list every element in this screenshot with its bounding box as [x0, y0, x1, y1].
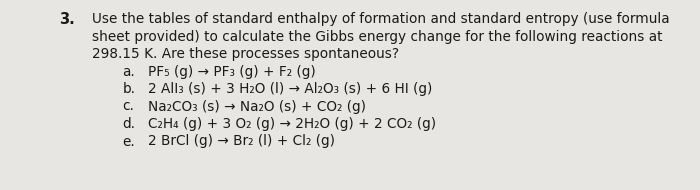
Text: Na₂CO₃ (s) → Na₂O (s) + CO₂ (g): Na₂CO₃ (s) → Na₂O (s) + CO₂ (g) — [148, 100, 366, 113]
Text: 2 AlI₃ (s) + 3 H₂O (l) → Al₂O₃ (s) + 6 HI (g): 2 AlI₃ (s) + 3 H₂O (l) → Al₂O₃ (s) + 6 H… — [148, 82, 433, 96]
Text: sheet provided) to calculate the Gibbs energy change for the following reactions: sheet provided) to calculate the Gibbs e… — [92, 29, 663, 44]
Text: d.: d. — [122, 117, 136, 131]
Text: C₂H₄ (g) + 3 O₂ (g) → 2H₂O (g) + 2 CO₂ (g): C₂H₄ (g) + 3 O₂ (g) → 2H₂O (g) + 2 CO₂ (… — [148, 117, 437, 131]
Text: b.: b. — [122, 82, 136, 96]
Text: Use the tables of standard enthalpy of formation and standard entropy (use formu: Use the tables of standard enthalpy of f… — [92, 12, 670, 26]
Text: c.: c. — [122, 100, 134, 113]
Text: e.: e. — [122, 135, 135, 149]
Text: 3.: 3. — [60, 12, 76, 27]
Text: 2 BrCl (g) → Br₂ (l) + Cl₂ (g): 2 BrCl (g) → Br₂ (l) + Cl₂ (g) — [148, 135, 335, 149]
Text: a.: a. — [122, 64, 135, 78]
Text: PF₅ (g) → PF₃ (g) + F₂ (g): PF₅ (g) → PF₃ (g) + F₂ (g) — [148, 64, 316, 78]
Text: 298.15 K. Are these processes spontaneous?: 298.15 K. Are these processes spontaneou… — [92, 47, 400, 61]
